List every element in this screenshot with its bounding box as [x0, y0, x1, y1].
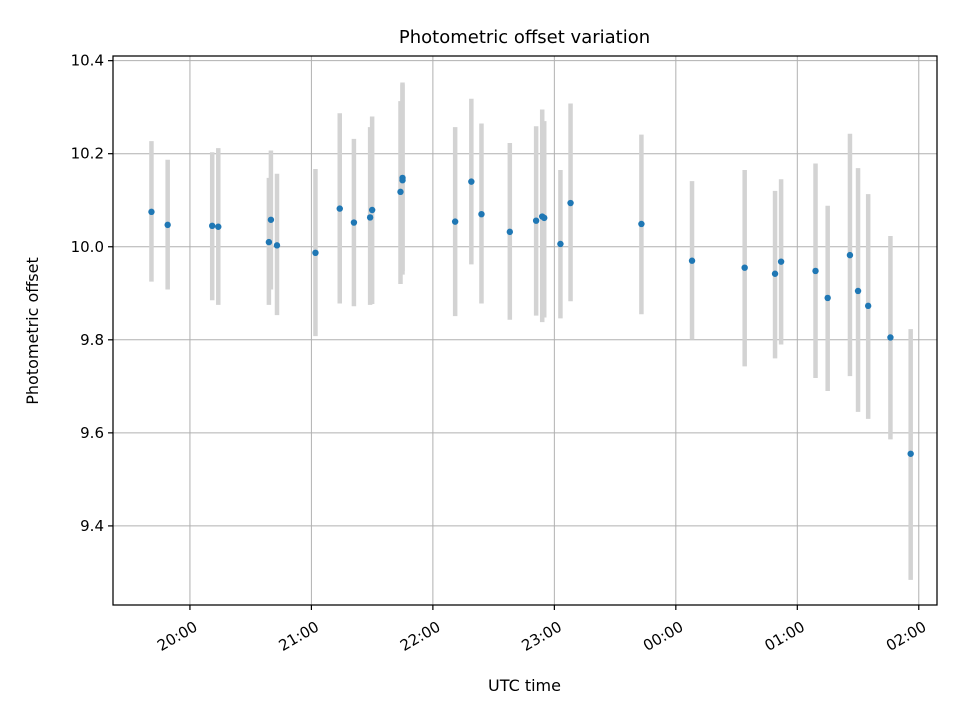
- data-point: [368, 206, 376, 214]
- data-point: [350, 219, 358, 226]
- data-point: [148, 208, 155, 216]
- data-point: [397, 188, 404, 196]
- data-point: [399, 174, 406, 182]
- data-point: [209, 222, 216, 230]
- data-point: [336, 205, 343, 212]
- data-points: [148, 174, 914, 457]
- data-point: [688, 257, 696, 264]
- data-point: [864, 302, 872, 310]
- data-point: [366, 214, 374, 221]
- data-point: [567, 199, 574, 207]
- data-point: [273, 242, 281, 249]
- y-tick-label: 10.2: [71, 145, 104, 163]
- data-point: [541, 214, 548, 222]
- y-tick-label: 9.8: [80, 331, 104, 349]
- x-axis-title: UTC time: [488, 676, 561, 695]
- data-point: [506, 228, 514, 236]
- data-point: [824, 294, 831, 302]
- grid-lines: [113, 56, 937, 605]
- data-point: [451, 218, 459, 225]
- plot-frame: [112, 55, 938, 606]
- y-tick-label: 10.4: [71, 52, 104, 70]
- data-point: [638, 220, 645, 228]
- data-point: [854, 287, 862, 295]
- data-point: [468, 178, 475, 185]
- data-point: [267, 216, 275, 223]
- data-point: [741, 264, 748, 271]
- data-point: [532, 217, 540, 224]
- data-point: [478, 210, 485, 218]
- y-tick-label: 10.0: [71, 238, 104, 256]
- y-tick-label: 9.6: [80, 424, 104, 442]
- data-point: [846, 251, 854, 259]
- data-point: [907, 450, 914, 457]
- data-point: [557, 240, 564, 248]
- data-point: [215, 223, 222, 230]
- y-tick-label: 9.4: [80, 517, 104, 535]
- chart-title: Photometric offset variation: [399, 27, 650, 48]
- data-point: [812, 267, 819, 275]
- data-point: [771, 270, 779, 277]
- y-axis-title: Photometric offset: [23, 257, 42, 405]
- data-point: [887, 334, 894, 341]
- data-point: [164, 221, 171, 229]
- data-point: [312, 249, 319, 257]
- data-point: [777, 258, 785, 265]
- data-point: [265, 238, 273, 246]
